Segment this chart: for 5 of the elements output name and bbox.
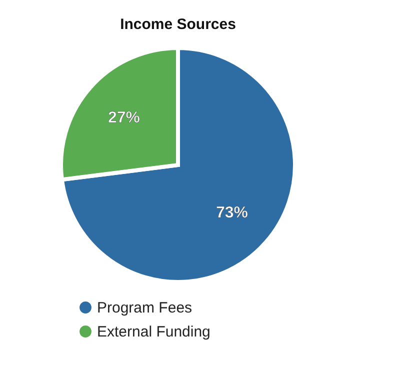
chart-title: Income Sources [120,16,236,33]
data-label: 73% [216,204,248,222]
data-label: 27% [108,109,140,126]
legend-label: External Funding [97,324,210,340]
legend-label: Program Fees [97,300,192,316]
